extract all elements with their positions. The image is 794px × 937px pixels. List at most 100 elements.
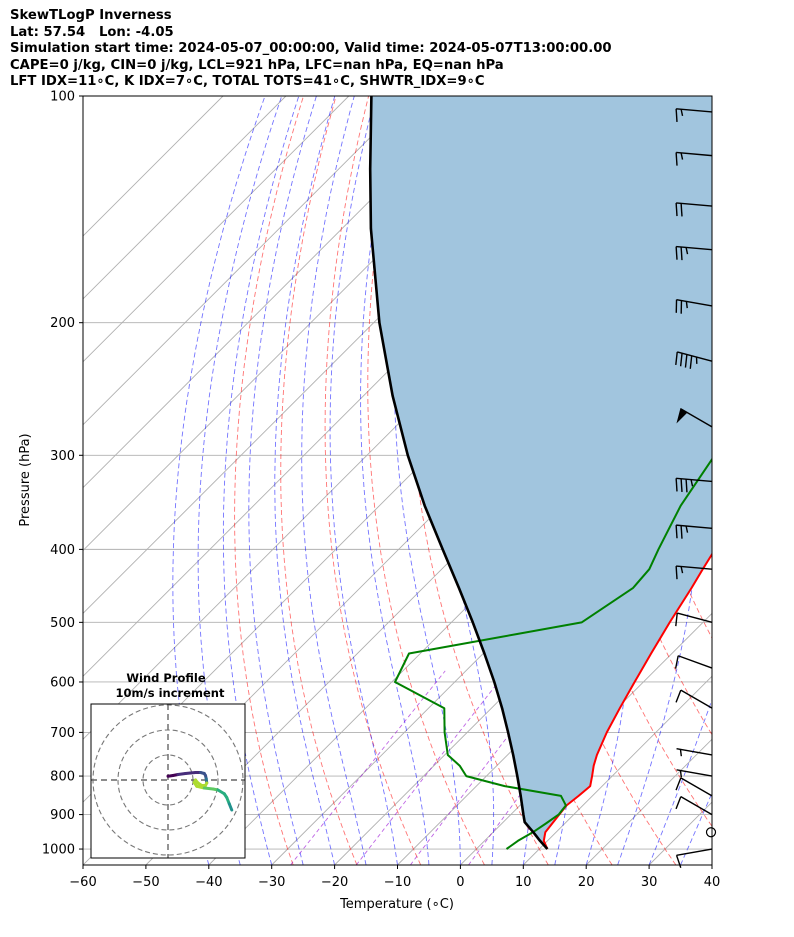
isotherm-line bbox=[83, 96, 413, 426]
wind-barb bbox=[675, 245, 713, 261]
wind-barb bbox=[675, 524, 713, 539]
barb-staff bbox=[680, 777, 713, 797]
moist-adiabat bbox=[301, 96, 367, 865]
barb-staff bbox=[676, 298, 713, 307]
barb-half bbox=[685, 301, 688, 309]
barb-staff bbox=[676, 151, 713, 157]
barb-full bbox=[675, 152, 678, 166]
wind-barb bbox=[675, 151, 713, 166]
hodograph-subtitle: 10m/s increment bbox=[116, 686, 225, 700]
moist-adiabat bbox=[197, 96, 283, 865]
x-tick-label: 30 bbox=[641, 875, 658, 890]
profile-traces bbox=[368, 96, 712, 850]
x-tick-label: −60 bbox=[69, 875, 96, 890]
wind-barb bbox=[676, 769, 713, 778]
x-tick-label: 40 bbox=[704, 875, 721, 890]
wind-barb bbox=[676, 748, 713, 757]
dry-adiabat bbox=[280, 96, 358, 865]
barb-staff bbox=[676, 108, 713, 113]
isotherm-line bbox=[522, 675, 712, 865]
y-tick-label: 700 bbox=[50, 726, 75, 741]
barb-staff bbox=[676, 848, 713, 856]
wind-barb bbox=[675, 351, 713, 369]
x-tick-label: 10 bbox=[515, 875, 532, 890]
barb-staff bbox=[680, 689, 713, 709]
y-tick-label: 400 bbox=[50, 543, 75, 558]
wind-barb bbox=[675, 565, 713, 580]
dry-adiabat bbox=[234, 96, 304, 865]
wind-barb bbox=[675, 477, 713, 493]
y-tick-label: 200 bbox=[50, 316, 75, 331]
moist-adiabat bbox=[711, 863, 712, 865]
x-tick-label: −50 bbox=[132, 875, 159, 890]
barb-full bbox=[675, 777, 682, 791]
wind-barb bbox=[675, 202, 713, 217]
barb-full bbox=[675, 612, 678, 627]
calm-circle bbox=[705, 827, 717, 838]
moist-adiabat bbox=[222, 96, 300, 865]
y-tick-label: 600 bbox=[50, 675, 75, 690]
x-axis-label: Temperature (∘C) bbox=[339, 897, 454, 912]
barb-flag bbox=[676, 408, 688, 424]
x-tick-label: 20 bbox=[578, 875, 595, 890]
dry-adiabat bbox=[727, 96, 794, 865]
wind-barb bbox=[675, 108, 713, 122]
barb-staff bbox=[676, 477, 713, 483]
isotherm-line bbox=[711, 864, 712, 865]
barb-half bbox=[685, 525, 689, 533]
wind-barb bbox=[675, 795, 713, 816]
barb-staff bbox=[676, 245, 713, 251]
title-times: Simulation start time: 2024-05-07_00:00:… bbox=[10, 41, 612, 57]
moist-adiabat bbox=[775, 96, 794, 865]
x-tick-label: −40 bbox=[195, 875, 222, 890]
y-tick-label: 900 bbox=[50, 808, 75, 823]
barb-half bbox=[680, 152, 684, 160]
isotherm-line bbox=[83, 96, 475, 489]
barb-full bbox=[680, 478, 683, 492]
hodograph-segment bbox=[227, 802, 234, 812]
cin-shading bbox=[370, 96, 712, 849]
parcel-path-trace bbox=[368, 96, 549, 850]
barb-staff bbox=[676, 769, 713, 777]
moist-adiabat bbox=[648, 698, 712, 865]
dewpoint-trace bbox=[394, 457, 712, 850]
moist-adiabat bbox=[274, 96, 336, 865]
x-tick-label: −20 bbox=[321, 875, 348, 890]
y-tick-label: 500 bbox=[50, 616, 75, 631]
x-tick-label: 0 bbox=[456, 875, 464, 890]
barb-half bbox=[679, 749, 683, 757]
title-stability-1: CAPE=0 j/kg, CIN=0 j/kg, LCL=921 hPa, LF… bbox=[10, 57, 504, 73]
barb-full bbox=[680, 203, 683, 217]
barb-staff bbox=[676, 748, 713, 756]
isotherm-line bbox=[83, 96, 224, 237]
wind-barb bbox=[675, 612, 713, 627]
barb-full bbox=[675, 855, 682, 868]
barb-full bbox=[675, 566, 678, 580]
moist-adiabat bbox=[248, 96, 317, 865]
y-axis-label: Pressure (hPa) bbox=[18, 433, 33, 526]
moist-adiabat bbox=[360, 96, 430, 865]
barb-half bbox=[680, 109, 684, 117]
hodograph-plot bbox=[91, 704, 245, 858]
barb-staff bbox=[676, 202, 713, 207]
moist-adiabat bbox=[617, 96, 699, 865]
title-stability-2: LFT IDX=11∘C, K IDX=7∘C, TOTAL TOTS=41∘C… bbox=[10, 74, 485, 90]
mixing-ratio-line bbox=[290, 670, 446, 865]
y-tick-label: 800 bbox=[50, 770, 75, 785]
wind-barb bbox=[675, 298, 713, 314]
barb-staff bbox=[677, 351, 713, 362]
barb-full bbox=[674, 655, 679, 669]
wind-barb bbox=[676, 408, 713, 428]
barb-full bbox=[684, 354, 688, 368]
barb-full bbox=[689, 355, 693, 369]
moist-adiabat bbox=[329, 96, 398, 865]
barb-staff bbox=[680, 795, 713, 816]
y-tick-label: 300 bbox=[50, 449, 75, 464]
axes: −60 −50 −40 −30 −20 −10 0 10 20 30 40 1000 900 800 700… bbox=[42, 90, 720, 891]
hodograph-frame bbox=[90, 703, 246, 859]
barb-full bbox=[675, 689, 682, 703]
barb-full bbox=[680, 525, 683, 539]
barb-full bbox=[675, 246, 678, 260]
